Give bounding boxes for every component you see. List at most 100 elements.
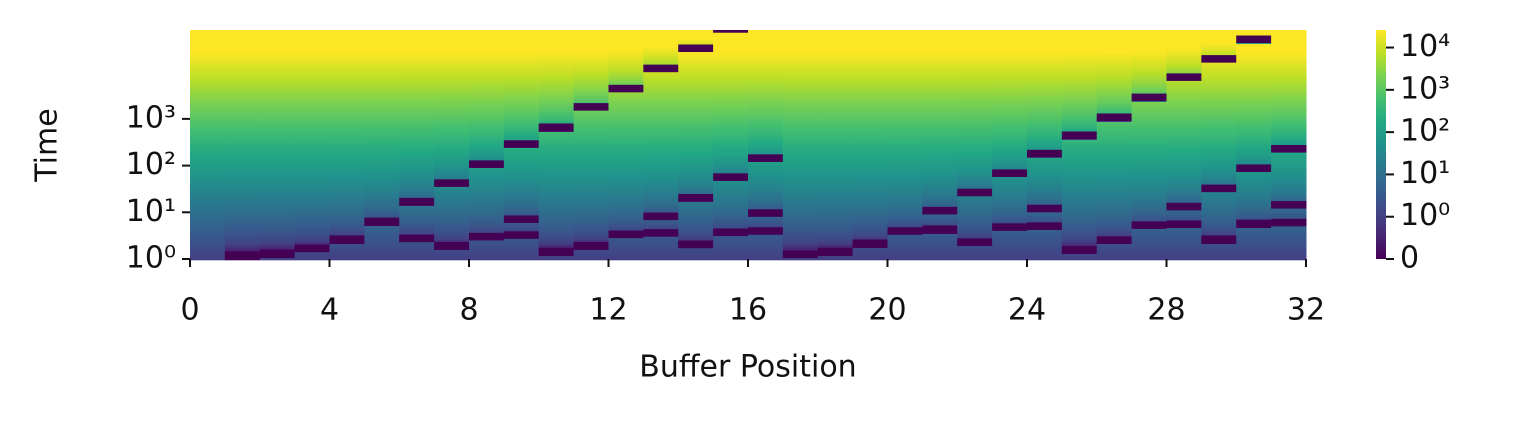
reset-stripe [1271, 201, 1307, 209]
heat-cell [364, 96, 400, 99]
heat-cell [922, 188, 958, 191]
heat-cell [503, 180, 540, 183]
heat-cell [399, 172, 435, 175]
heat-cell [294, 146, 330, 149]
heat-cell [364, 216, 400, 219]
heat-cell [1096, 248, 1133, 251]
heat-cell [922, 140, 958, 143]
heat-cell [643, 90, 679, 93]
heat-cell [399, 138, 435, 141]
heat-cell [1236, 74, 1272, 77]
heat-cell [643, 154, 679, 157]
heat-cell [434, 116, 470, 119]
heat-cell [1166, 150, 1202, 153]
heat-cell [1271, 248, 1307, 251]
heat-cell [190, 244, 226, 247]
heat-cell [713, 258, 749, 261]
heat-cell [1271, 36, 1307, 39]
heat-cell [643, 204, 679, 207]
heat-cell [1166, 250, 1202, 253]
heat-cell [469, 200, 505, 203]
heat-cell [364, 148, 400, 151]
heat-cell [190, 154, 226, 157]
heat-cell [713, 142, 749, 145]
heat-cell [190, 148, 226, 151]
heat-cell [399, 124, 435, 127]
heat-cell [399, 120, 435, 123]
heat-cell [643, 208, 679, 211]
heat-cell [922, 178, 958, 181]
heat-cell [922, 144, 958, 147]
heat-cell [1236, 60, 1272, 63]
heat-cell [1271, 154, 1307, 157]
heat-cell [748, 244, 784, 247]
heat-cell [1061, 78, 1098, 81]
heat-cell [1131, 128, 1167, 131]
heat-cell [782, 98, 819, 101]
heat-cell [1096, 74, 1133, 77]
heat-cell [259, 228, 296, 231]
heat-cell [957, 166, 993, 169]
heat-cell [573, 202, 609, 205]
heat-cell [1096, 220, 1133, 223]
heat-cell [887, 56, 923, 59]
heat-cell [1131, 104, 1167, 107]
heat-cell [922, 156, 958, 159]
heat-cell [887, 184, 923, 187]
heat-cell [922, 242, 958, 245]
heat-cell [1236, 190, 1272, 193]
heat-cell [469, 170, 505, 173]
heat-cell [469, 240, 505, 243]
heat-cell [1236, 100, 1272, 103]
heat-cell [957, 66, 993, 69]
heat-cell [190, 190, 226, 193]
heat-cell [643, 172, 679, 175]
heat-cell [259, 170, 296, 173]
heat-cell [1166, 146, 1202, 149]
heat-cell [782, 180, 819, 183]
heat-cell [1027, 30, 1063, 33]
heat-cell [713, 254, 749, 257]
heat-cell [608, 202, 644, 205]
heat-cell [713, 70, 749, 73]
heat-cell [259, 246, 296, 249]
heat-cell [1096, 36, 1133, 39]
heat-cell [259, 158, 296, 161]
heat-cell [329, 170, 365, 173]
heat-cell [1027, 40, 1063, 43]
heat-cell [1096, 190, 1133, 193]
heat-cell [573, 238, 609, 241]
heat-cell [434, 34, 470, 37]
heat-cell [1027, 94, 1063, 97]
heat-cell [817, 38, 854, 41]
heat-cell [992, 242, 1028, 245]
heat-cell [503, 148, 540, 151]
heat-cell [399, 188, 435, 191]
heat-cell [399, 140, 435, 143]
heat-cell [469, 196, 505, 199]
heat-cell [329, 212, 365, 215]
heat-cell [1027, 214, 1063, 217]
heat-cell [399, 114, 435, 117]
heat-cell [1236, 246, 1272, 249]
heat-cell [713, 90, 749, 93]
heat-cell [957, 30, 993, 33]
heat-cell [190, 246, 226, 249]
heat-cell [503, 238, 540, 241]
heat-cell [469, 216, 505, 219]
heat-cell [1027, 240, 1063, 243]
heat-cell [294, 48, 330, 51]
heat-cell [1201, 64, 1237, 67]
heat-cell [434, 210, 470, 213]
heat-cell [1201, 36, 1237, 39]
heat-cell [469, 32, 505, 35]
heat-cell [469, 144, 505, 147]
heat-cell [434, 136, 470, 139]
heat-cell [1027, 64, 1063, 67]
heat-cell [503, 132, 540, 135]
heat-cell [608, 56, 644, 59]
heat-cell [1061, 166, 1098, 169]
heat-cell [364, 198, 400, 201]
heat-cell [573, 128, 609, 131]
heat-cell [224, 44, 261, 47]
